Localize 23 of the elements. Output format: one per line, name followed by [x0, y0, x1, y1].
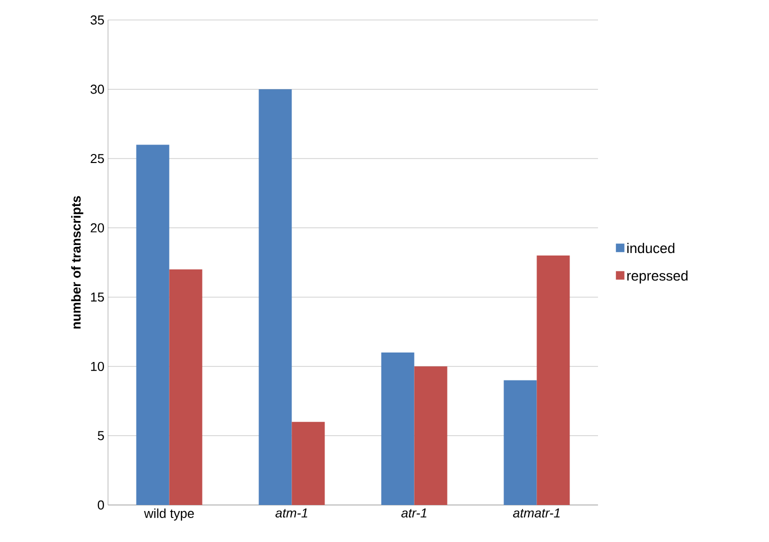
- y-tick-label: 5: [98, 431, 104, 440]
- y-tick-label: 20: [90, 223, 104, 232]
- x-tick-label: atr-1: [401, 508, 426, 518]
- x-tick-label: atmatr-1: [513, 508, 560, 518]
- bar: [258, 89, 292, 505]
- bar: [414, 366, 448, 505]
- y-tick-label: 30: [90, 84, 104, 94]
- bar: [292, 422, 325, 505]
- bar: [381, 352, 414, 505]
- bar: [504, 380, 537, 505]
- y-tick-label: 10: [91, 362, 104, 371]
- bar: [169, 269, 202, 505]
- bar: [536, 256, 570, 505]
- legend-label: induced: [627, 242, 674, 254]
- x-tick-label: atm-1: [276, 508, 308, 518]
- x-tick-label: wild type: [144, 508, 194, 521]
- bar: [136, 144, 170, 505]
- y-tick-label: 35: [90, 15, 104, 25]
- y-tick-label: 0: [98, 500, 104, 510]
- legend-label: repressed: [627, 270, 688, 284]
- y-axis-title: number of transcripts: [71, 196, 84, 329]
- y-tick-label: 15: [91, 292, 104, 302]
- y-tick-label: 25: [90, 154, 104, 164]
